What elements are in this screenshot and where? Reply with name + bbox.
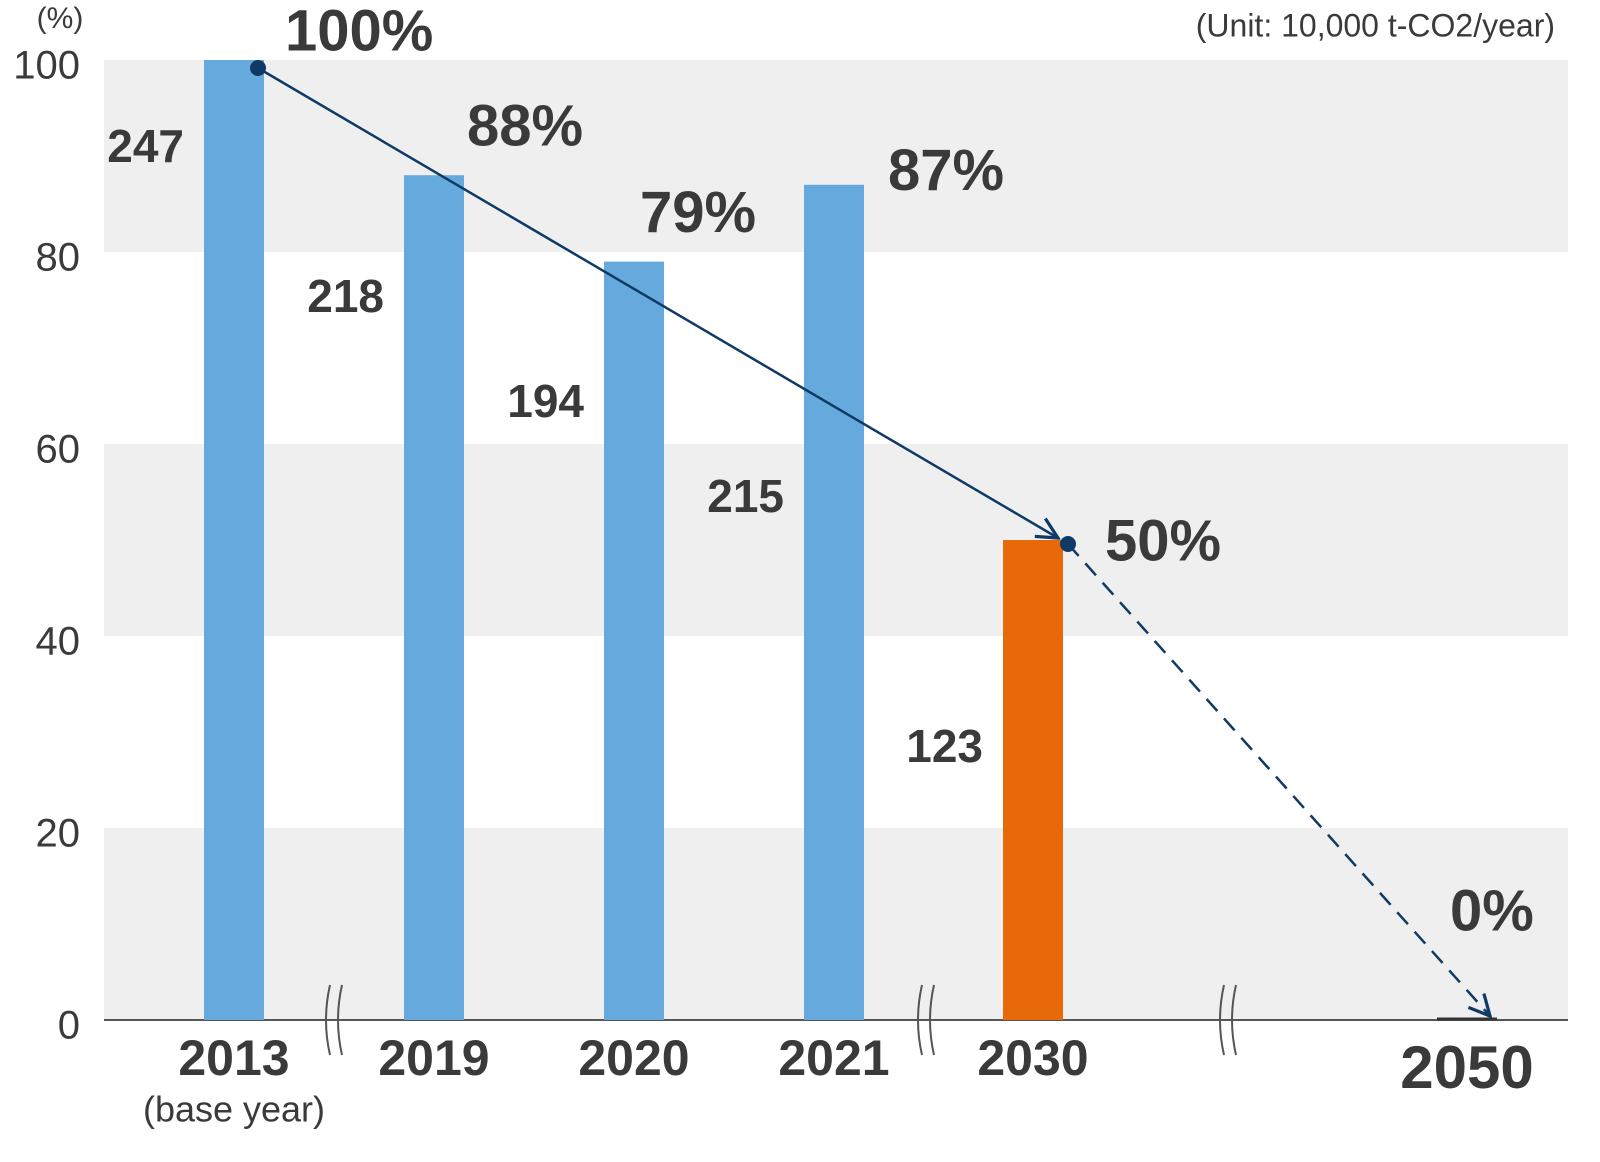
- x-tick-label: 2050: [1400, 1034, 1533, 1101]
- value-label: 50%: [1105, 508, 1221, 573]
- bar: [804, 184, 864, 1021]
- y-tick-label: 0: [58, 1004, 80, 1048]
- axis-breaks: [325, 984, 1237, 1056]
- value-label: 79%: [640, 180, 756, 245]
- y-tick-label: 20: [36, 812, 81, 856]
- x-tick-label: 2019: [378, 1030, 489, 1086]
- y-axis-label: (%): [37, 2, 84, 35]
- value-label: 0%: [1450, 878, 1534, 943]
- trend-point: [1060, 536, 1076, 552]
- bar: [204, 60, 264, 1020]
- trend-line: [257, 66, 1058, 538]
- y-tick-label: 100: [13, 44, 80, 88]
- bar: [604, 261, 664, 1021]
- y-tick-label: 60: [36, 428, 81, 472]
- trend-line-dashed: [1067, 543, 1490, 1016]
- amount-label: 194: [507, 375, 584, 427]
- amount-label: 218: [307, 270, 384, 322]
- y-tick-label: 40: [36, 620, 81, 664]
- x-tick-label: 2013: [178, 1030, 289, 1086]
- unit-note: (Unit: 10,000 t-CO2/year): [1196, 7, 1555, 43]
- bar: [404, 175, 464, 1020]
- value-label: 87%: [888, 138, 1004, 203]
- amount-label: 247: [107, 120, 184, 172]
- amount-label: 215: [707, 470, 784, 522]
- x-tick-label: 2030: [977, 1030, 1088, 1086]
- category-note: (base year): [143, 1089, 325, 1130]
- x-tick-label: 2021: [778, 1030, 889, 1086]
- bar: [1003, 540, 1063, 1020]
- value-label: 100%: [285, 0, 433, 63]
- x-tick-label: 2020: [578, 1030, 689, 1086]
- amount-label: 123: [906, 720, 983, 772]
- y-tick-label: 80: [36, 236, 81, 280]
- value-label: 88%: [467, 94, 583, 159]
- trend-point: [250, 60, 266, 76]
